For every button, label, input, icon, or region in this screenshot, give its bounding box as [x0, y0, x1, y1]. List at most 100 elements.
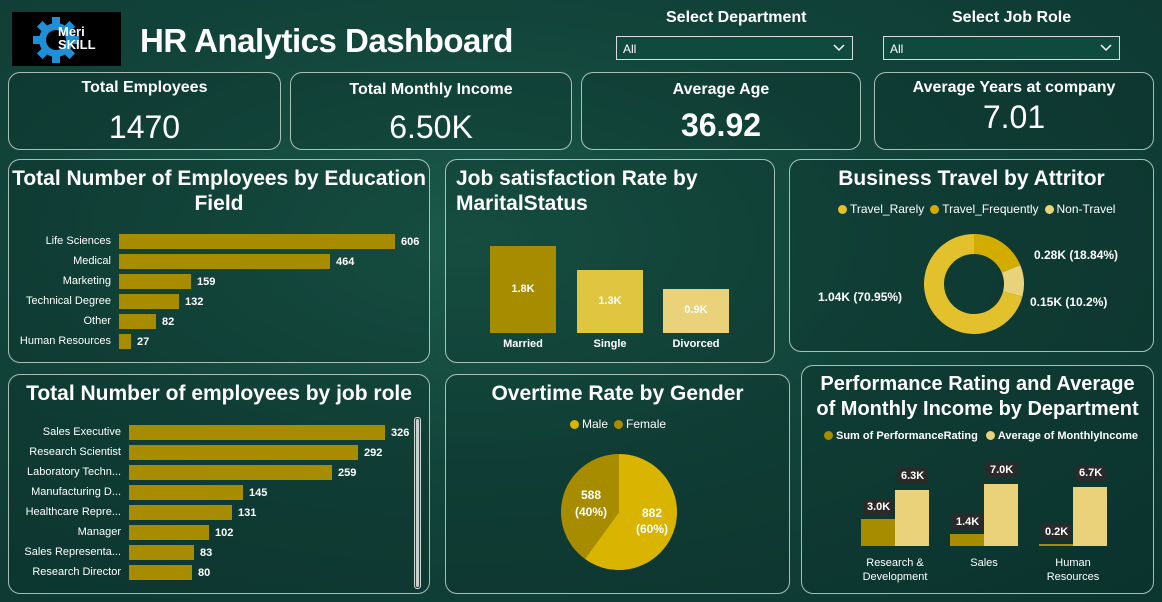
kpi-total-employees: Total Employees 1470 — [8, 72, 281, 150]
kpi-label: Total Employees — [81, 79, 208, 96]
chart-legend: Travel_Rarely Travel_Frequently Non-Travel — [838, 202, 1121, 216]
slice-travel-rarely — [924, 234, 1023, 334]
bar-value-label: 292 — [364, 447, 383, 459]
scrollbar[interactable] — [414, 417, 421, 589]
category-label: Development — [862, 571, 928, 583]
bar — [490, 246, 556, 333]
bar-category-label: Life Sciences — [45, 235, 111, 247]
kpi-average-years: Average Years at company 7.01 — [874, 72, 1154, 150]
jobrole-dropdown[interactable]: All — [883, 36, 1120, 60]
bar-income — [984, 484, 1018, 546]
pie-label: (60%) — [635, 522, 668, 536]
legend-dot — [930, 205, 940, 214]
chart-title: Total Number of employees by job role — [26, 382, 412, 405]
bar-value-label: 27 — [137, 336, 150, 348]
slice-male — [584, 454, 677, 570]
bar-rating — [861, 519, 895, 546]
legend-dot — [985, 431, 995, 440]
legend-dot — [614, 420, 624, 429]
pie-label: (40%) — [574, 505, 607, 519]
legend-item: Non-Travel — [1044, 202, 1115, 216]
education-field-card: Total Number of Employees by Education F… — [8, 159, 430, 363]
bar-value-label: 606 — [401, 236, 420, 248]
bar-value-label: 83 — [200, 547, 213, 559]
kpi-value: 36.92 — [680, 107, 762, 143]
bar-value-label: 80 — [198, 567, 211, 579]
kpi-label: Average Age — [672, 81, 770, 98]
legend-label: Travel_Rarely — [850, 202, 925, 216]
bar — [119, 254, 330, 269]
bar — [129, 545, 194, 560]
slice-non-travel — [1001, 265, 1024, 297]
bar-category-label: Married — [503, 338, 543, 350]
chart-legend: Sum of PerformanceRating Average of Month… — [824, 430, 1146, 442]
kpi-label: Total Monthly Income — [349, 81, 513, 98]
bar — [129, 425, 385, 440]
bar — [129, 505, 232, 520]
legend-item: Travel_Rarely — [838, 202, 924, 216]
bar-category-label: Research Scientist — [29, 446, 121, 458]
chart-title-line-2: MaritalStatus — [456, 192, 588, 215]
bar-income — [895, 490, 929, 546]
legend-label: Travel_Frequently — [942, 202, 1039, 216]
kpi-value: 7.01 — [982, 99, 1046, 135]
chart-title: Overtime Rate by Gender — [491, 382, 744, 405]
bar-category-label: Technical Degree — [26, 295, 111, 307]
bar — [129, 465, 332, 480]
jobrole-dropdown-value: All — [890, 42, 904, 56]
page-title: HR Analytics Dashboard — [140, 22, 513, 59]
jobrole-slicer-label: Select Job Role — [952, 9, 1072, 26]
business-travel-card: Business Travel by Attritor Travel_Rarel… — [789, 159, 1154, 352]
chart-title: Total Number of Employees by Education F… — [9, 166, 429, 216]
bar-category-label: Human Resources — [19, 335, 111, 347]
chart-title: Job satisfaction Rate by MaritalStatus — [456, 166, 698, 216]
chart-legend: Male Female — [570, 417, 672, 431]
bar-value-label: 6.3K — [897, 468, 929, 484]
chart-title-line-2: of Monthly Income by Department — [816, 398, 1139, 420]
donut-chart — [924, 234, 1024, 334]
pie-label: 882 — [641, 506, 663, 520]
chart-title-line-2: Field — [194, 192, 244, 215]
category-label: Human — [1055, 557, 1091, 569]
chart-title-line-1: Total Number of Employees by Education — [12, 167, 426, 190]
legend-dot — [570, 420, 579, 429]
legend-label: Sum of PerformanceRating — [836, 430, 978, 442]
performance-card: Performance Rating and Average of Monthl… — [801, 365, 1154, 594]
legend-item: Travel_Frequently — [930, 202, 1039, 216]
donut-label: 0.28K (18.84%) — [1034, 248, 1119, 262]
slice-female — [561, 454, 619, 559]
logo-text: Meri SKILL — [58, 25, 96, 51]
chevron-down-icon — [1100, 44, 1112, 52]
legend-label: Male — [582, 417, 609, 431]
bar-category-label: Other — [83, 315, 111, 327]
legend-item: Average of MonthlyIncome — [985, 430, 1138, 442]
overtime-card: Overtime Rate by Gender Male Female 882 (6… — [445, 374, 790, 594]
legend-item: Female — [614, 417, 666, 431]
legend-label: Female — [626, 417, 667, 431]
legend-dot — [1044, 205, 1054, 214]
bar-value-label: 6.7K — [1075, 465, 1107, 481]
bar-income — [1073, 487, 1107, 546]
bar-category-label: Single — [593, 338, 627, 350]
kpi-label: Average Years at company — [912, 79, 1116, 96]
department-slicer-label: Select Department — [666, 9, 807, 26]
bar-rating — [1039, 544, 1073, 546]
bar-rating — [950, 534, 984, 546]
department-dropdown[interactable]: All — [616, 36, 853, 60]
bar — [129, 525, 209, 540]
bar-value-label: 132 — [185, 296, 204, 308]
scrollbar-thumb[interactable] — [416, 419, 419, 587]
bar-value-label: 145 — [249, 487, 268, 499]
logo-text-line-2: SKILL — [58, 37, 96, 52]
chevron-down-icon — [833, 44, 845, 52]
category-label: Resources — [1046, 571, 1100, 583]
bar-value-label: 7.0K — [986, 462, 1018, 478]
bar-value-label: 1.3K — [598, 294, 622, 307]
bar-value-label: 102 — [215, 527, 234, 539]
donut-label: 1.04K (70.95%) — [818, 290, 903, 304]
kpi-value: 6.50K — [389, 109, 473, 145]
bar-value-label: 0.2K — [1041, 524, 1073, 540]
job-satisfaction-card: Job satisfaction Rate by MaritalStatus 1… — [445, 159, 775, 363]
pie-chart — [561, 454, 677, 570]
kpi-value: 1470 — [108, 109, 181, 145]
